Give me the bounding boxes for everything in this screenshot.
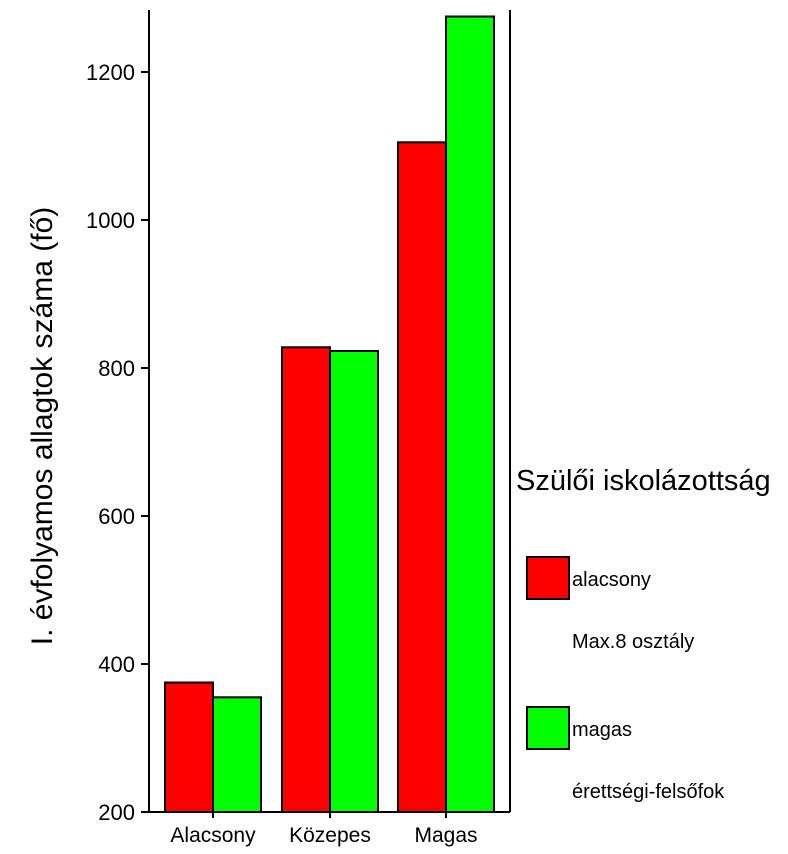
y-tick-label: 600: [98, 504, 135, 529]
x-tick-label: Alacsony: [170, 824, 256, 847]
legend-label-magas: magas: [572, 719, 632, 741]
legend-label-alacsony: alacsony: [572, 569, 651, 591]
y-tick-label: 1000: [86, 208, 135, 233]
legend-sublabel-alacsony: Max.8 osztály: [572, 631, 694, 653]
bar-közepes-alacsony: [281, 346, 331, 813]
bar-alacsony-alacsony: [164, 681, 214, 813]
legend: Szülői iskolázottság alacsony Max.8 oszt…: [516, 465, 771, 803]
y-tick-label: 800: [98, 356, 135, 381]
legend-sublabel-magas: érettségi-felsőfok: [572, 781, 725, 803]
legend-swatch-magas: [526, 706, 570, 750]
bars: [164, 15, 495, 814]
bar-alacsony-magas: [212, 696, 262, 813]
bar-magas-magas: [445, 15, 495, 813]
y-axis-title: I. évfolyamos allagtok száma (fő): [26, 207, 59, 646]
x-axis-labels: Alacsony Közepes Magas: [170, 812, 478, 847]
legend-swatch-alacsony: [526, 556, 570, 600]
x-tick-label: Magas: [414, 824, 477, 847]
bar-közepes-magas: [329, 349, 379, 813]
legend-title: Szülői iskolázottság: [516, 465, 771, 497]
y-tick-label: 400: [98, 652, 135, 677]
y-tick-label: 1200: [86, 60, 135, 85]
y-axis-ticks: 200 400 600 800 1000 1200: [86, 60, 149, 825]
bar-magas-alacsony: [397, 141, 447, 814]
x-tick-label: Közepes: [289, 824, 371, 847]
y-tick-label: 200: [98, 800, 135, 825]
